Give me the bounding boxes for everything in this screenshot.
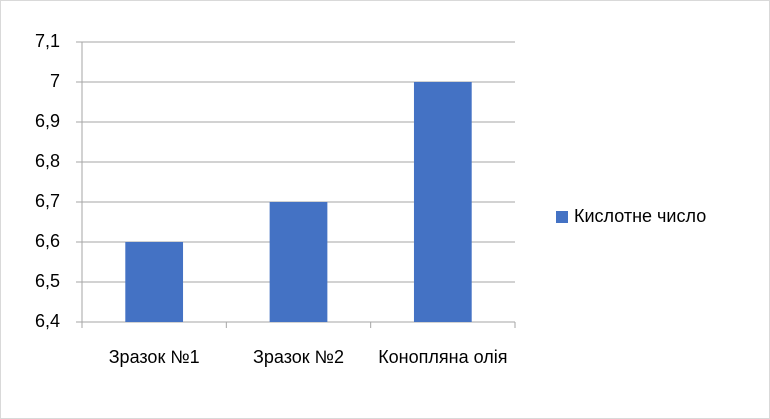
y-tick-label: 6,8 [35,151,60,171]
x-tick-label: Конопляна олія [378,347,507,367]
y-tick-label: 7,1 [35,31,60,51]
bar [269,202,328,322]
y-tick-label: 6,5 [35,271,60,291]
legend-label: Кислотне число [574,206,706,226]
x-tick-label: Зразок №1 [109,347,200,367]
y-tick-label: 6,9 [35,111,60,131]
y-tick-label: 6,6 [35,231,60,251]
x-tick-label: Зразок №2 [253,347,344,367]
y-tick-label: 6,7 [35,191,60,211]
y-tick-label: 6,4 [35,311,60,331]
bar [125,242,184,322]
legend-swatch [556,211,568,223]
bar [413,82,472,322]
y-tick-label: 7 [50,71,60,91]
